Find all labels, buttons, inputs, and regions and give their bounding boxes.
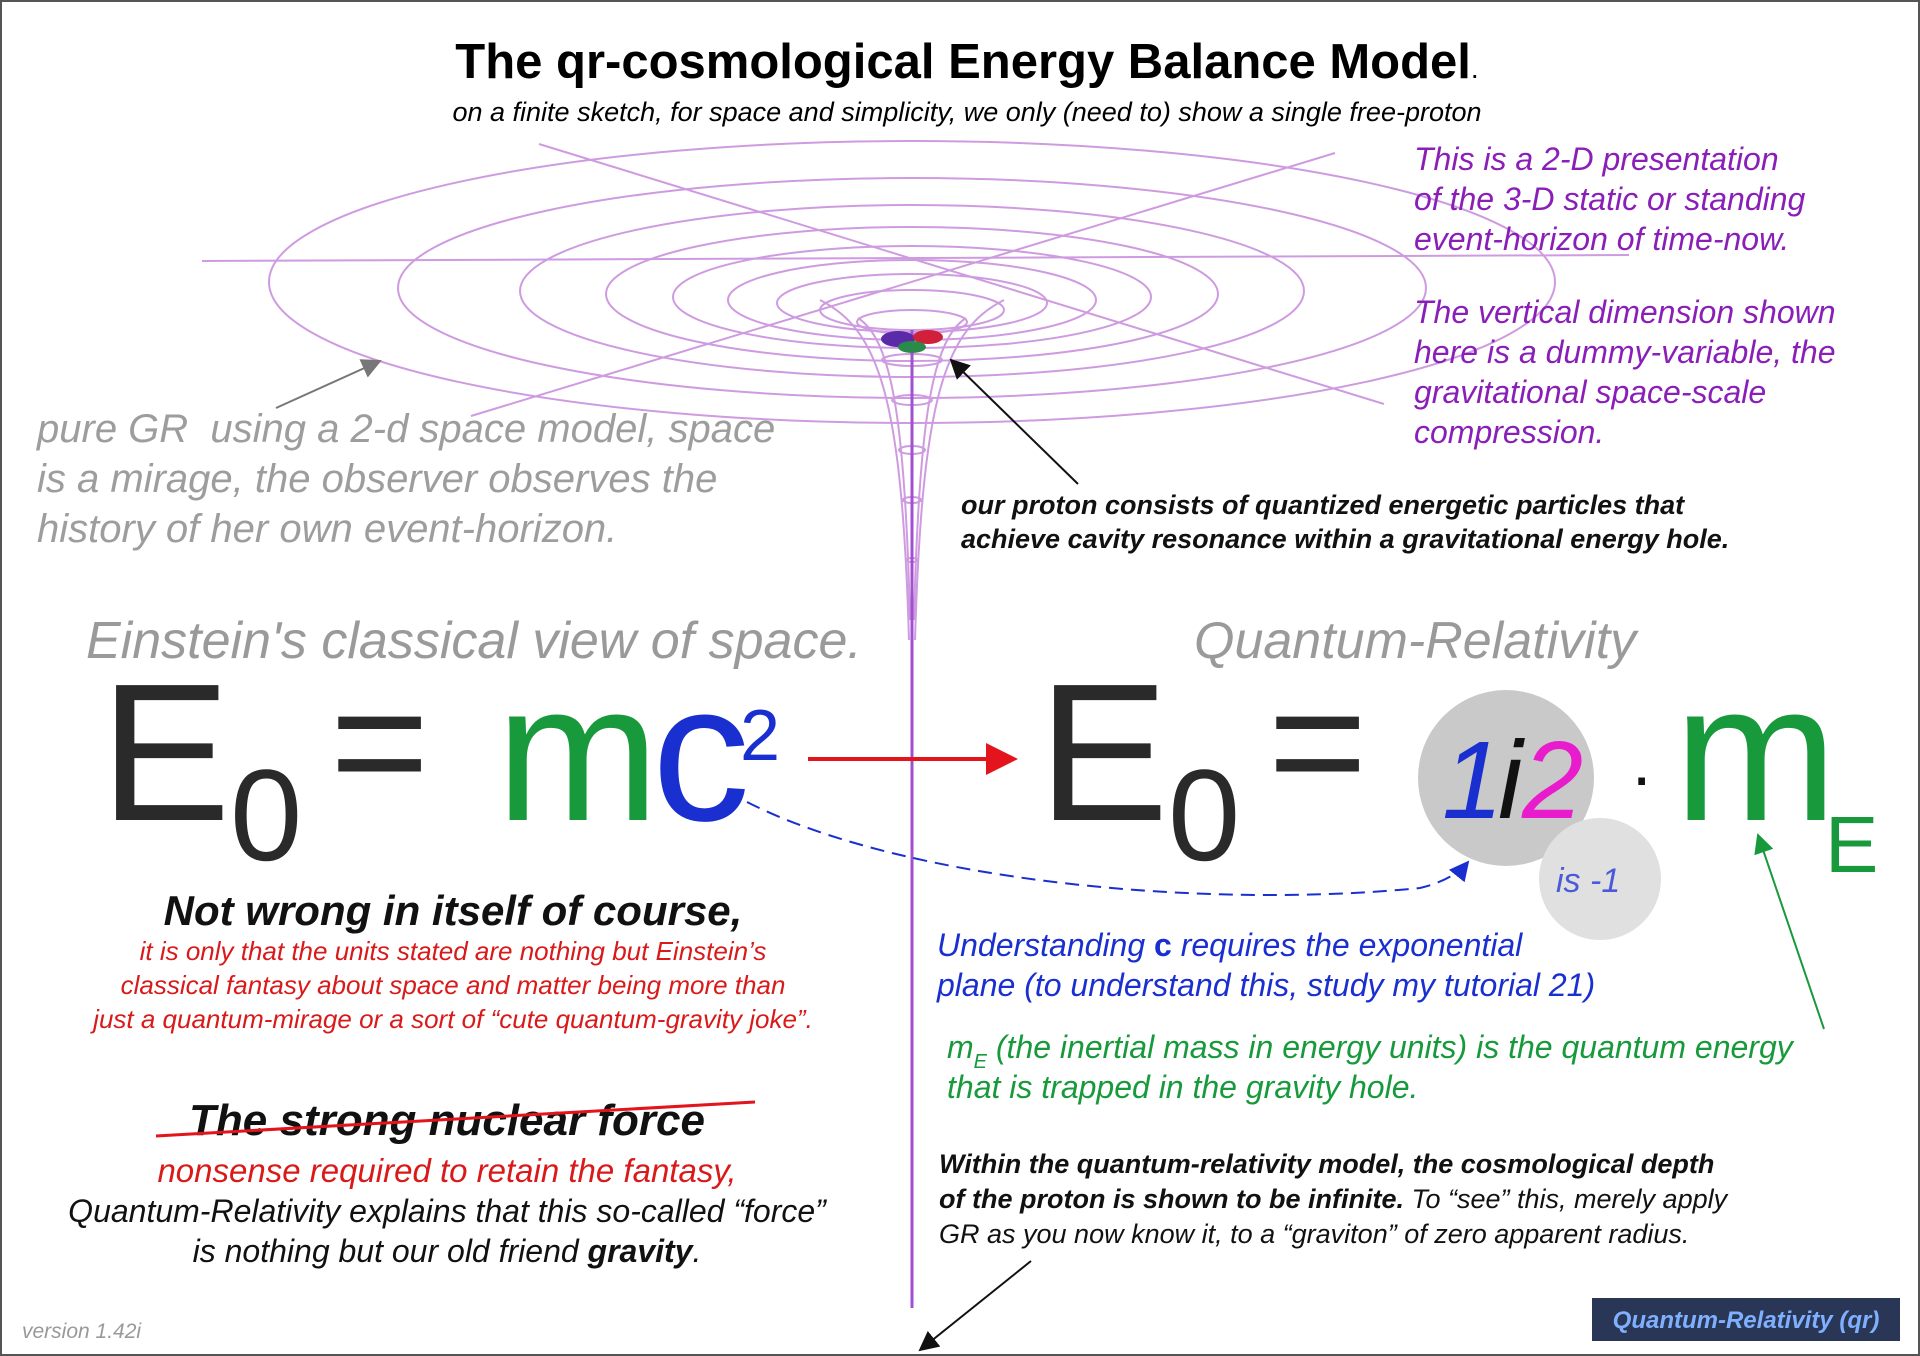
note-line: classical fantasy about space and matter… — [121, 970, 786, 1000]
note-line: nonsense required to retain the fantasy, — [157, 1152, 736, 1189]
note-line: just a quantum-mirage or a sort of “cute… — [90, 1004, 813, 1034]
version: version 1.42i — [22, 1320, 142, 1343]
note-line: is a mirage, the observer observes the — [37, 457, 717, 501]
note-line: GR as you now know it, to a “graviton” o… — [939, 1219, 1689, 1249]
symbol: c — [652, 643, 750, 862]
symbol: m — [1674, 643, 1837, 862]
note-line: achieve cavity resonance within a gravit… — [961, 524, 1729, 554]
circle — [1418, 690, 1594, 866]
presentation-note: This is a 2-D presentation of the 3-D st… — [1414, 141, 1836, 450]
arrow — [275, 359, 382, 409]
note-line: This is a 2-D presentation — [1414, 141, 1779, 177]
symbol: 1 — [1442, 719, 1503, 842]
note-line: here is a dummy-variable, the — [1414, 334, 1836, 370]
text: Understanding — [937, 927, 1154, 963]
note-line: Quantum-Relativity explains that this so… — [68, 1193, 827, 1229]
note-line: of the proton is shown to be infinite. T… — [939, 1184, 1729, 1214]
subtitle: on a finite sketch, for space and simpli… — [452, 97, 1481, 127]
text: requires the exponential — [1172, 927, 1523, 963]
note-line: Understanding c requires the exponential — [937, 927, 1523, 963]
note-line: history of her own event-horizon. — [37, 507, 617, 551]
subscript: 0 — [230, 742, 302, 888]
note-line: gravitational space-scale — [1414, 374, 1766, 410]
understanding-c: Understanding c requires the exponential… — [936, 927, 1595, 1003]
arrow — [918, 1260, 1032, 1352]
text: gravity — [587, 1233, 695, 1269]
note: is -1 — [1556, 862, 1620, 900]
title-text: The qr-cosmological Energy Balance Model — [455, 35, 1471, 89]
text: E — [974, 1051, 988, 1073]
arrow — [1754, 833, 1825, 1030]
note-line: Within the quantum-relativity model, the… — [939, 1149, 1714, 1179]
inertial-mass: mE (the inertial mass in energy units) i… — [947, 1029, 1795, 1105]
note-line: that is trapped in the gravity hole. — [947, 1069, 1418, 1105]
symbol: i — [1498, 719, 1525, 842]
exponent: 2 — [740, 696, 780, 776]
subscript: E — [1825, 800, 1878, 889]
circle — [1539, 818, 1661, 940]
symbol: · — [1630, 737, 1653, 815]
text: of the proton is shown to be infinite. — [939, 1184, 1404, 1214]
einstein-heading: Einstein's classical view of space. — [86, 612, 862, 670]
symbol: E — [1038, 643, 1169, 862]
einstein-equation: E 0 = m c 2 — [100, 643, 780, 888]
symbol: 2 — [1521, 719, 1583, 842]
qr-heading: Quantum-Relativity — [1194, 612, 1639, 670]
gr-note: pure GR using a 2-d space model, space i… — [36, 407, 775, 551]
symbol: m — [496, 643, 659, 862]
note-line: of the 3-D static or standing — [1414, 181, 1806, 217]
qr-equation: E 0 = 1 i 2 is -1 · m E — [1038, 643, 1878, 940]
note-line: The vertical dimension shown — [1414, 294, 1836, 330]
not-wrong: Not wrong in itself of course, it is onl… — [90, 887, 813, 1034]
text: (the inertial mass in energy units) is t… — [987, 1029, 1795, 1065]
text: To “see” this, merely apply — [1404, 1184, 1729, 1214]
note-line: it is only that the units stated are not… — [140, 936, 767, 966]
text: m — [947, 1029, 974, 1065]
badge-box — [1592, 1298, 1900, 1341]
note-line: our proton consists of quantized energet… — [961, 490, 1685, 520]
note-line: plane (to understand this, study my tuto… — [936, 967, 1595, 1003]
note-line: mE (the inertial mass in energy units) i… — [947, 1029, 1795, 1073]
note-line: compression. — [1414, 414, 1604, 450]
title-period: . — [1471, 53, 1479, 84]
depth-note: Within the quantum-relativity model, the… — [939, 1149, 1729, 1249]
strike — [155, 1100, 756, 1138]
text: is nothing but our old friend — [193, 1233, 588, 1269]
heading: Not wrong in itself of course, — [164, 887, 743, 934]
symbol: E — [100, 643, 231, 862]
symbol: = — [330, 647, 429, 837]
badge: Quantum-Relativity (qr) — [1613, 1307, 1880, 1334]
proton — [881, 330, 943, 353]
arrow — [746, 801, 1470, 897]
note-line: event-horizon of time-now. — [1414, 221, 1789, 257]
symbol: = — [1268, 647, 1367, 837]
strong-force: The strong nuclear force nonsense requir… — [68, 1096, 827, 1269]
note-line: pure GR using a 2-d space model, space — [36, 407, 775, 451]
subscript: 0 — [1168, 742, 1240, 888]
text: . — [692, 1233, 701, 1269]
note-line: is nothing but our old friend gravity. — [193, 1233, 702, 1269]
arrow — [949, 358, 1079, 485]
text: c — [1154, 927, 1172, 963]
title: The qr-cosmological Energy Balance Model… — [455, 35, 1478, 89]
proton-note: our proton consists of quantized energet… — [961, 490, 1729, 554]
